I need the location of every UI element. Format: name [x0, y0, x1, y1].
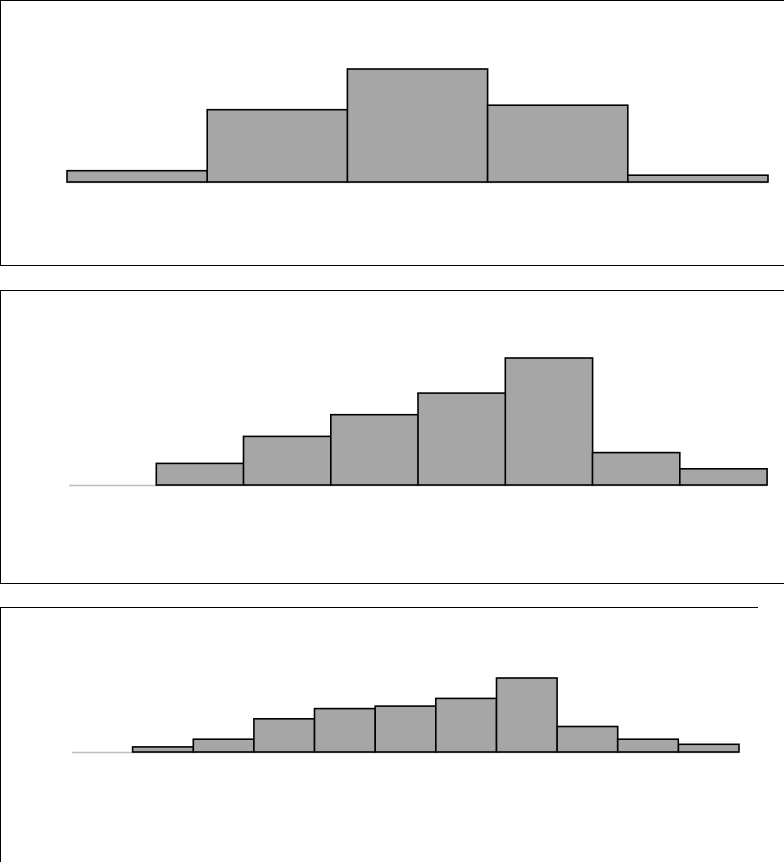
histogram-bar [591, 451, 681, 486]
histogram-bar [626, 174, 769, 183]
histogram-panel-2 [0, 290, 784, 584]
histogram-bar [486, 104, 629, 183]
histogram-bar [253, 718, 316, 753]
histogram-chart-1 [66, 68, 769, 184]
histogram-panel-1 [0, 0, 784, 266]
histogram-bar [556, 725, 619, 753]
histogram-bar [678, 468, 768, 486]
histogram-bar [155, 462, 245, 486]
histogram-bar [495, 677, 558, 753]
histogram-bar [329, 413, 419, 486]
histogram-bar [313, 707, 376, 753]
panel-3-left-border [0, 607, 1, 862]
histogram-bar [346, 68, 489, 183]
histogram-bar [677, 743, 740, 753]
histogram-panel-3 [0, 607, 784, 862]
histogram-bar [417, 392, 507, 486]
histogram-bar [374, 705, 437, 753]
histogram-bar [242, 435, 332, 486]
histogram-bar [616, 738, 680, 753]
histogram-bar [192, 738, 255, 753]
histogram-bar [504, 357, 594, 486]
histogram-chart-2 [69, 357, 768, 487]
histogram-bar [66, 169, 208, 183]
panel-3-top-border [0, 607, 758, 608]
histogram-chart-3 [72, 677, 740, 754]
histogram-bar [434, 697, 498, 753]
histogram-bar [206, 108, 349, 183]
histogram-bar [131, 746, 195, 753]
